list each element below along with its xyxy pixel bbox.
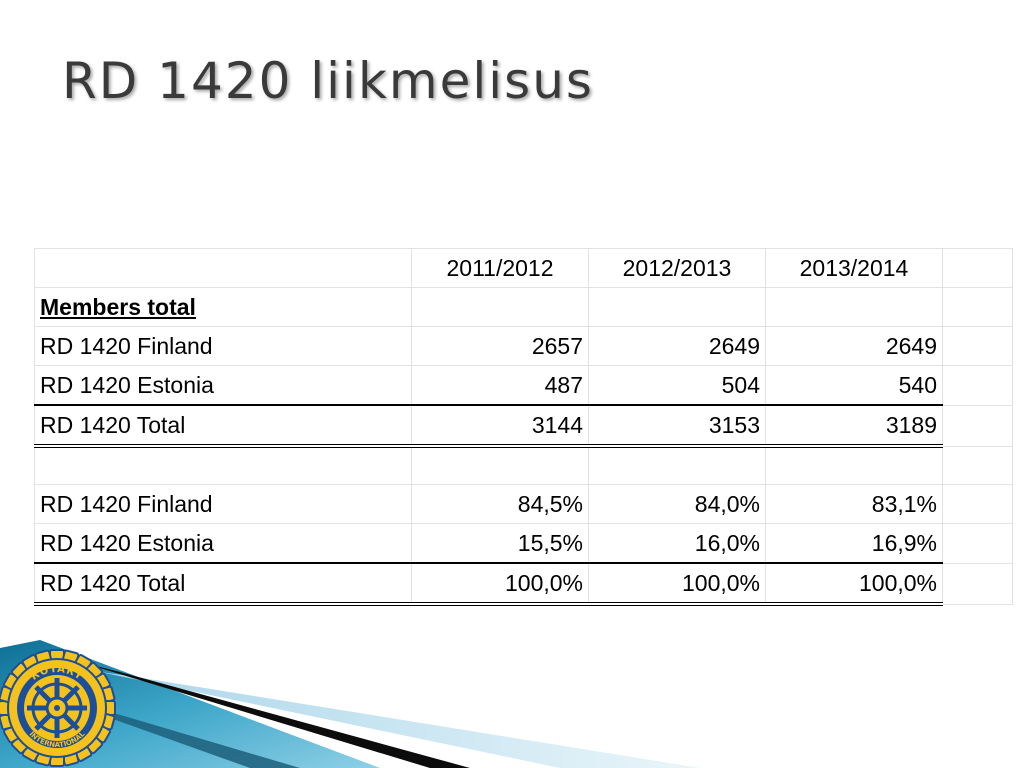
- value-cell: 100,0%: [588, 562, 766, 606]
- header-cell-2013-2014: 2013/2014: [765, 248, 943, 288]
- total-row: RD 1420 Total 100,0% 100,0% 100,0%: [34, 562, 1013, 606]
- extra-cell: [942, 365, 1013, 406]
- row-label: RD 1420 Total: [34, 562, 412, 606]
- extra-cell: [942, 248, 1013, 288]
- row-label: RD 1420 Finland: [34, 484, 412, 524]
- value-cell: 100,0%: [411, 562, 589, 606]
- value-cell: 16,9%: [765, 523, 943, 564]
- table-header-row: 2011/2012 2012/2013 2013/2014: [34, 248, 1013, 288]
- value-cell: 84,0%: [588, 484, 766, 524]
- empty-cell: [765, 287, 943, 327]
- svg-text:ROTARY: ROTARY: [29, 664, 85, 683]
- empty-cell: [588, 287, 766, 327]
- logo-text-top: ROTARY: [29, 664, 84, 683]
- value-cell: 504: [588, 365, 766, 406]
- value-cell: 84,5%: [411, 484, 589, 524]
- empty-cell: [411, 445, 589, 485]
- black-stripe-shape: [80, 662, 470, 768]
- row-label: RD 1420 Finland: [34, 326, 412, 366]
- empty-cell: [588, 445, 766, 485]
- value-cell: 2649: [588, 326, 766, 366]
- extra-cell: [942, 562, 1013, 605]
- value-cell: 83,1%: [765, 484, 943, 524]
- teal-band-shape: [0, 640, 380, 768]
- table-row: RD 1420 Finland 2657 2649 2649: [34, 326, 1013, 366]
- slide-title: RD 1420 liikmelisus: [62, 52, 594, 110]
- value-cell: 15,5%: [411, 523, 589, 564]
- rotary-logo: ROTARY INTERNATIONAL: [0, 649, 116, 767]
- value-cell: 3189: [765, 404, 943, 448]
- header-cell-empty: [34, 248, 412, 288]
- empty-cell: [411, 287, 589, 327]
- extra-cell: [942, 484, 1013, 524]
- value-cell: 3144: [411, 404, 589, 448]
- value-cell: 2649: [765, 326, 943, 366]
- total-row: RD 1420 Total 3144 3153 3189: [34, 404, 1013, 448]
- svg-text:INTERNATIONAL: INTERNATIONAL: [28, 730, 87, 749]
- empty-cell: [765, 445, 943, 485]
- table-row: RD 1420 Estonia 15,5% 16,0% 16,9%: [34, 523, 1013, 564]
- extra-cell: [942, 287, 1013, 327]
- membership-table: 2011/2012 2012/2013 2013/2014 Members to…: [34, 248, 1013, 606]
- section-row: Members total: [34, 287, 1013, 327]
- dark-stripe-shape: [60, 700, 300, 768]
- value-cell: 2657: [411, 326, 589, 366]
- value-cell: 16,0%: [588, 523, 766, 564]
- light-band-shape: [100, 672, 700, 768]
- extra-cell: [942, 326, 1013, 366]
- table-row: RD 1420 Estonia 487 504 540: [34, 365, 1013, 406]
- extra-cell: [942, 404, 1013, 447]
- extra-cell: [942, 523, 1013, 564]
- value-cell: 487: [411, 365, 589, 406]
- empty-cell: [34, 445, 412, 485]
- header-cell-2012-2013: 2012/2013: [588, 248, 766, 288]
- value-cell: 3153: [588, 404, 766, 448]
- value-cell: 540: [765, 365, 943, 406]
- section-label: Members total: [34, 287, 412, 327]
- row-label: RD 1420 Estonia: [34, 365, 412, 406]
- table-row: RD 1420 Finland 84,5% 84,0% 83,1%: [34, 484, 1013, 524]
- row-label: RD 1420 Total: [34, 404, 412, 448]
- header-cell-2011-2012: 2011/2012: [411, 248, 589, 288]
- extra-cell: [942, 445, 1013, 485]
- spacer-row: [34, 445, 1013, 485]
- row-label: RD 1420 Estonia: [34, 523, 412, 564]
- value-cell: 100,0%: [765, 562, 943, 606]
- logo-text-bottom: INTERNATIONAL: [28, 730, 87, 749]
